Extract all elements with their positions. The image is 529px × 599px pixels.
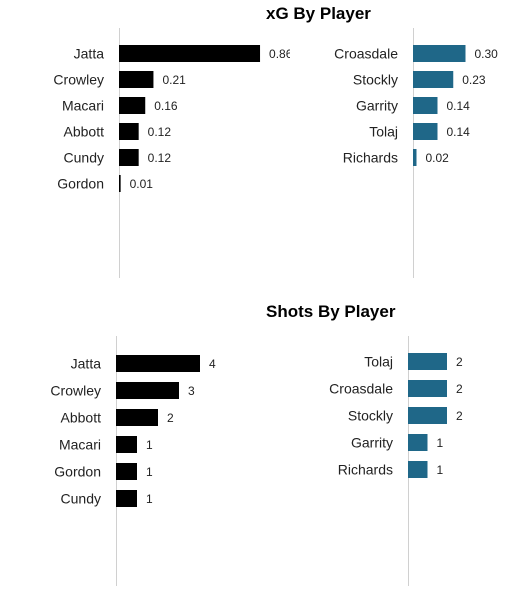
value-label: 0.14 (447, 99, 471, 113)
category-label: Richards (343, 150, 398, 166)
category-label: Garrity (356, 98, 398, 114)
bar (408, 434, 428, 451)
bar (413, 45, 466, 62)
category-label: Croasdale (329, 381, 393, 397)
category-label: Croasdale (334, 46, 398, 62)
bar (119, 71, 154, 88)
category-label: Stockly (353, 72, 398, 88)
bar (408, 380, 447, 397)
category-label: Cundy (64, 150, 104, 166)
bar (119, 149, 139, 166)
value-label: 3 (188, 384, 195, 398)
value-label: 1 (146, 492, 153, 506)
xg-left-bar-chart: Jatta 0.86 Crowley 0.21 Macari 0.16 Abbott 0.12… (53, 28, 290, 278)
category-label: Abbott (61, 410, 102, 426)
value-label: 0.14 (447, 125, 471, 139)
value-label: 0.02 (426, 151, 450, 165)
bar (116, 436, 137, 453)
category-label: Jatta (74, 46, 105, 62)
bar (408, 353, 447, 370)
category-label: Macari (62, 98, 104, 114)
bar (413, 123, 438, 140)
category-label: Richards (338, 462, 393, 478)
bar (119, 123, 139, 140)
bar (116, 463, 137, 480)
value-label: 2 (456, 382, 463, 396)
xg-right-bar-chart: Croasdale 0.30 Stockly 0.23 Garrity 0.14 Tolaj… (334, 28, 499, 278)
value-label: 0.01 (130, 177, 154, 191)
bar (119, 97, 146, 114)
value-label: 0.12 (148, 151, 172, 165)
value-label: 4 (209, 357, 216, 371)
value-label: 0.16 (154, 99, 178, 113)
bar (116, 382, 179, 399)
value-label: 1 (146, 465, 153, 479)
category-label: Tolaj (364, 354, 393, 370)
category-label: Abbott (64, 124, 105, 140)
value-label: 2 (456, 355, 463, 369)
category-label: Macari (59, 437, 101, 453)
value-label: 0.21 (162, 73, 186, 87)
category-label: Cundy (61, 491, 101, 507)
shots-chart-title: Shots By Player (266, 302, 396, 321)
bar (408, 407, 447, 424)
bar (116, 490, 137, 507)
shots-right-bar-chart: Tolaj 2 Croasdale 2 Stockly 2 Garrity 1 Richards… (329, 336, 463, 586)
shots-left-bar-chart: Jatta 4 Crowley 3 Abbott 2 Macari 1 Gordon 1 Cundy… (50, 336, 216, 586)
value-label: 1 (437, 463, 444, 477)
category-label: Gordon (54, 464, 101, 480)
category-label: Garrity (351, 435, 393, 451)
category-label: Tolaj (369, 124, 398, 140)
value-label: 0.23 (462, 73, 486, 87)
value-label: 0.86 (269, 47, 290, 61)
bar (119, 45, 261, 62)
category-label: Gordon (57, 176, 104, 192)
value-label: 2 (167, 411, 174, 425)
bar (413, 97, 438, 114)
bar (408, 461, 428, 478)
bar (413, 149, 417, 166)
category-label: Stockly (348, 408, 393, 424)
bar (116, 409, 158, 426)
value-label: 1 (146, 438, 153, 452)
bar (413, 71, 454, 88)
category-label: Crowley (53, 72, 104, 88)
value-label: 1 (437, 436, 444, 450)
category-label: Jatta (71, 356, 102, 372)
value-label: 2 (456, 409, 463, 423)
value-label: 0.30 (475, 47, 499, 61)
xg-chart-title: xG By Player (266, 4, 371, 23)
bar (116, 355, 200, 372)
category-label: Crowley (50, 383, 101, 399)
bar (119, 175, 121, 192)
value-label: 0.12 (148, 125, 172, 139)
